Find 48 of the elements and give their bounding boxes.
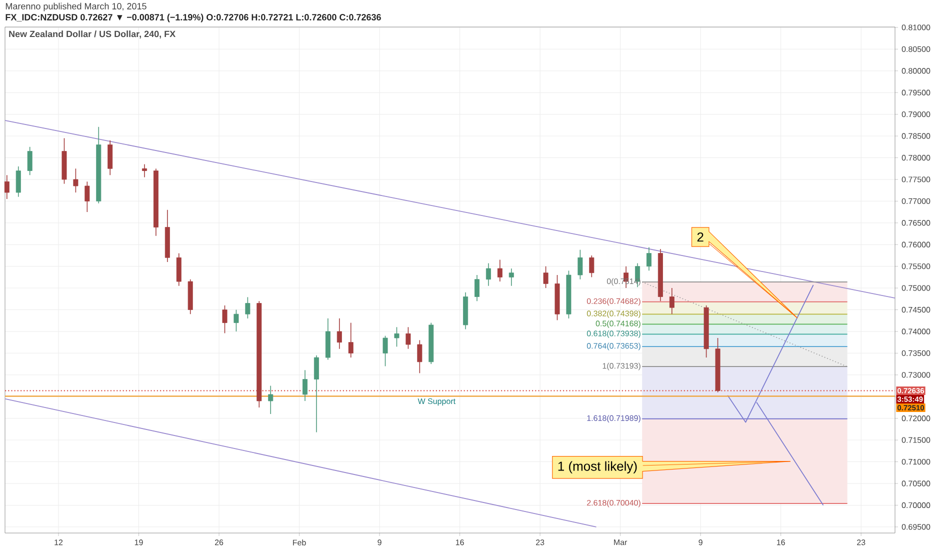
x-tick-label: 26 bbox=[214, 540, 224, 546]
y-tick-label: 0.76500 bbox=[902, 220, 930, 226]
y-tick-label: 0.76000 bbox=[902, 242, 930, 248]
chart-title: Marenno published March 10, 2015 bbox=[6, 2, 146, 12]
series-label: 0.618(0.73938) bbox=[586, 330, 640, 338]
ref-line-label: W Support bbox=[418, 398, 456, 406]
y-tick-label: 0.80000 bbox=[902, 68, 930, 74]
series-label: 0.764(0.73653) bbox=[586, 342, 640, 350]
y-tick-label: 0.70500 bbox=[902, 480, 930, 486]
y-tick-label: 0.69500 bbox=[902, 524, 930, 530]
y-tick-label: 0.79000 bbox=[902, 111, 930, 118]
x-tick-label: 12 bbox=[54, 540, 63, 546]
x-tick-label: 16 bbox=[777, 540, 785, 546]
y-tick-label: 0.75500 bbox=[902, 263, 930, 270]
series-label: 0.5(0.74168) bbox=[596, 320, 640, 328]
series-label: 2.618(0.70040) bbox=[587, 500, 640, 508]
series-label: 0.382(0.74398) bbox=[586, 310, 640, 318]
y-tick-label: 0.79500 bbox=[902, 90, 930, 96]
y-tick-label: 0.73500 bbox=[902, 350, 930, 356]
x-tick-label: Mar bbox=[614, 540, 628, 546]
chart-subtitle: FX_IDC:NZDUSD 0.72627 ▼ −0.00871 (−1.19%) O:0.72706 H:0.72721 L:0.72600 C:0.72636 bbox=[6, 14, 381, 22]
annotation: 2 bbox=[697, 232, 704, 242]
x-tick-label: 23 bbox=[536, 540, 544, 546]
y-tick-label: 0.74500 bbox=[902, 306, 930, 313]
y-tick-label: 0.80500 bbox=[902, 46, 930, 52]
y-tick-label: 0.73000 bbox=[902, 372, 930, 378]
y-tick-label: 0.81000 bbox=[902, 24, 930, 30]
series-label: 1.618(0.71989) bbox=[587, 415, 640, 423]
x-tick-label: 16 bbox=[456, 540, 464, 546]
y-tick-label: 0.77000 bbox=[902, 198, 930, 204]
y-tick-label: 0.71500 bbox=[902, 437, 930, 443]
series-label: 1(0.73193) bbox=[602, 362, 640, 370]
series-label: 0.236(0.74682) bbox=[586, 298, 640, 306]
x-tick-label: 9 bbox=[378, 540, 382, 546]
y-tick-label: 0.71000 bbox=[902, 458, 930, 465]
y-tick-label: 0.77500 bbox=[902, 176, 930, 182]
y-tick-label: 0.75000 bbox=[902, 285, 930, 291]
y-tick-label: 0.74000 bbox=[902, 328, 930, 334]
annotation: New Zealand Dollar / US Dollar, 240, FX bbox=[9, 30, 176, 38]
y-tick-label: 0.70000 bbox=[902, 502, 930, 508]
y-tick-label: 0.72000 bbox=[902, 416, 930, 422]
annotation: 1 (most likely) bbox=[558, 461, 637, 474]
x-tick-label: 19 bbox=[134, 540, 143, 546]
x-tick-label: 23 bbox=[857, 540, 866, 546]
x-tick-label: Feb bbox=[293, 540, 306, 546]
y-tick-label: 0.78000 bbox=[902, 154, 930, 161]
x-tick-label: 9 bbox=[698, 540, 702, 546]
y-tick-label: 0.78500 bbox=[902, 133, 930, 139]
